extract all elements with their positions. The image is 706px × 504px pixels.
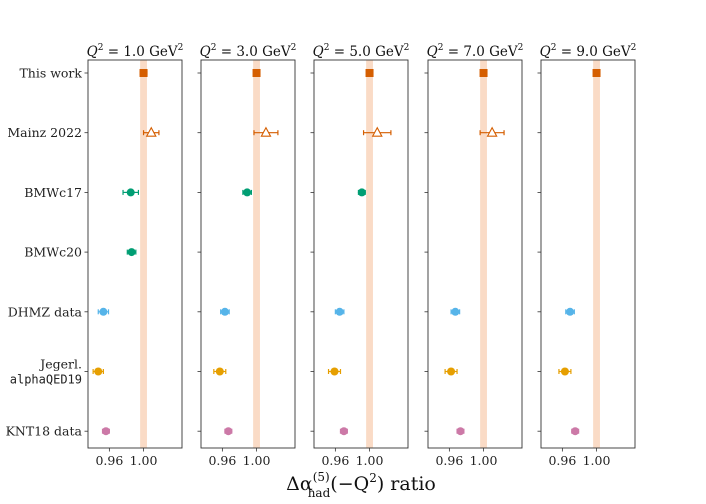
reference-band-panel-5 (593, 60, 600, 448)
data-point-jegerl-alphaqed19-p2 (215, 367, 224, 376)
data-point-mainz-2022-p3 (371, 126, 383, 137)
data-point-jegerl-alphaqed19-p3 (330, 367, 339, 376)
panel-title-1: Q2 = 1.0 GeV2 (87, 43, 184, 60)
data-point-this-work-p5 (592, 69, 601, 77)
reference-band-panel-4 (480, 60, 487, 448)
x-tick-label: 1.00 (356, 453, 384, 468)
x-tick-label: 1.00 (470, 453, 498, 468)
panel-title-2: Q2 = 3.0 GeV2 (200, 43, 297, 60)
data-point-bmwc20-p1 (127, 248, 136, 257)
panel-frame-2 (200, 59, 296, 449)
data-point-this-work-p1 (139, 69, 148, 77)
x-tick-label: 1.00 (130, 453, 158, 468)
row-label-5: DHMZ data (8, 304, 83, 319)
data-point-bmwc17-p1 (126, 188, 135, 197)
data-point-knt18-data-p1 (101, 427, 110, 436)
data-point-dhmz-data-p5 (566, 307, 575, 316)
data-point-dhmz-data-p2 (220, 307, 229, 316)
reference-band-panel-1 (140, 60, 147, 448)
panel-frame-5 (540, 59, 636, 449)
x-tick-label: 1.00 (243, 453, 271, 468)
x-tick-label: 0.96 (95, 453, 123, 468)
data-point-knt18-data-p2 (224, 427, 233, 436)
panel-title-4: Q2 = 7.0 GeV2 (427, 43, 524, 60)
x-tick-label: 0.96 (321, 453, 349, 468)
data-point-mainz-2022-p2 (260, 126, 272, 137)
reference-band-layer (140, 60, 600, 448)
row-label-2: Mainz 2022 (7, 125, 82, 140)
data-point-knt18-data-p3 (339, 427, 348, 436)
x-tick-label: 1.00 (583, 453, 611, 468)
data-point-knt18-data-p5 (571, 427, 580, 436)
data-point-this-work-p2 (252, 69, 261, 77)
x-axis-label: Δα(5) had(−Q2) ratio (286, 470, 436, 500)
x-tick-label: 0.96 (435, 453, 463, 468)
x-tick-label: 0.96 (548, 453, 576, 468)
row-label-3: BMWc17 (24, 185, 82, 200)
row-label-1: This work (19, 66, 82, 81)
data-point-jegerl-alphaqed19-p1 (94, 367, 103, 376)
panel-frame-4 (427, 59, 523, 449)
data-point-this-work-p3 (365, 69, 374, 77)
data-point-dhmz-data-p4 (451, 307, 460, 316)
reference-band-panel-3 (366, 60, 373, 448)
axes-layer (84, 59, 636, 452)
x-tick-label: 0.96 (208, 453, 236, 468)
data-point-bmwc17-p2 (243, 188, 252, 197)
data-point-bmwc17-p3 (357, 188, 366, 197)
row-label-4: BMWc20 (24, 245, 82, 260)
data-point-dhmz-data-p1 (99, 307, 108, 316)
panel-title-5: Q2 = 9.0 GeV2 (540, 43, 637, 60)
panel-title-3: Q2 = 5.0 GeV2 (313, 43, 410, 60)
data-point-this-work-p4 (479, 69, 488, 77)
data-point-jegerl-alphaqed19-p5 (560, 367, 569, 376)
reference-band-panel-2 (253, 60, 260, 448)
row-label-6-line2: alphaQED19 (10, 373, 82, 387)
data-point-dhmz-data-p3 (335, 307, 344, 316)
panel-frame-3 (313, 59, 409, 449)
labels-layer: 0.96 1.00 Q2 = 1.0 GeV2 0.96 1.00 Q2 = 3.0 Ge… (6, 43, 637, 468)
data-marks-layer (92, 69, 601, 436)
row-label-7: KNT18 data (6, 424, 83, 439)
data-point-knt18-data-p4 (456, 427, 465, 436)
data-point-mainz-2022-p4 (486, 126, 498, 137)
row-label-6: Jegerl. (38, 357, 82, 372)
data-point-mainz-2022-p1 (145, 126, 157, 137)
data-point-jegerl-alphaqed19-p4 (447, 367, 456, 376)
panel-frame-1 (87, 59, 183, 449)
